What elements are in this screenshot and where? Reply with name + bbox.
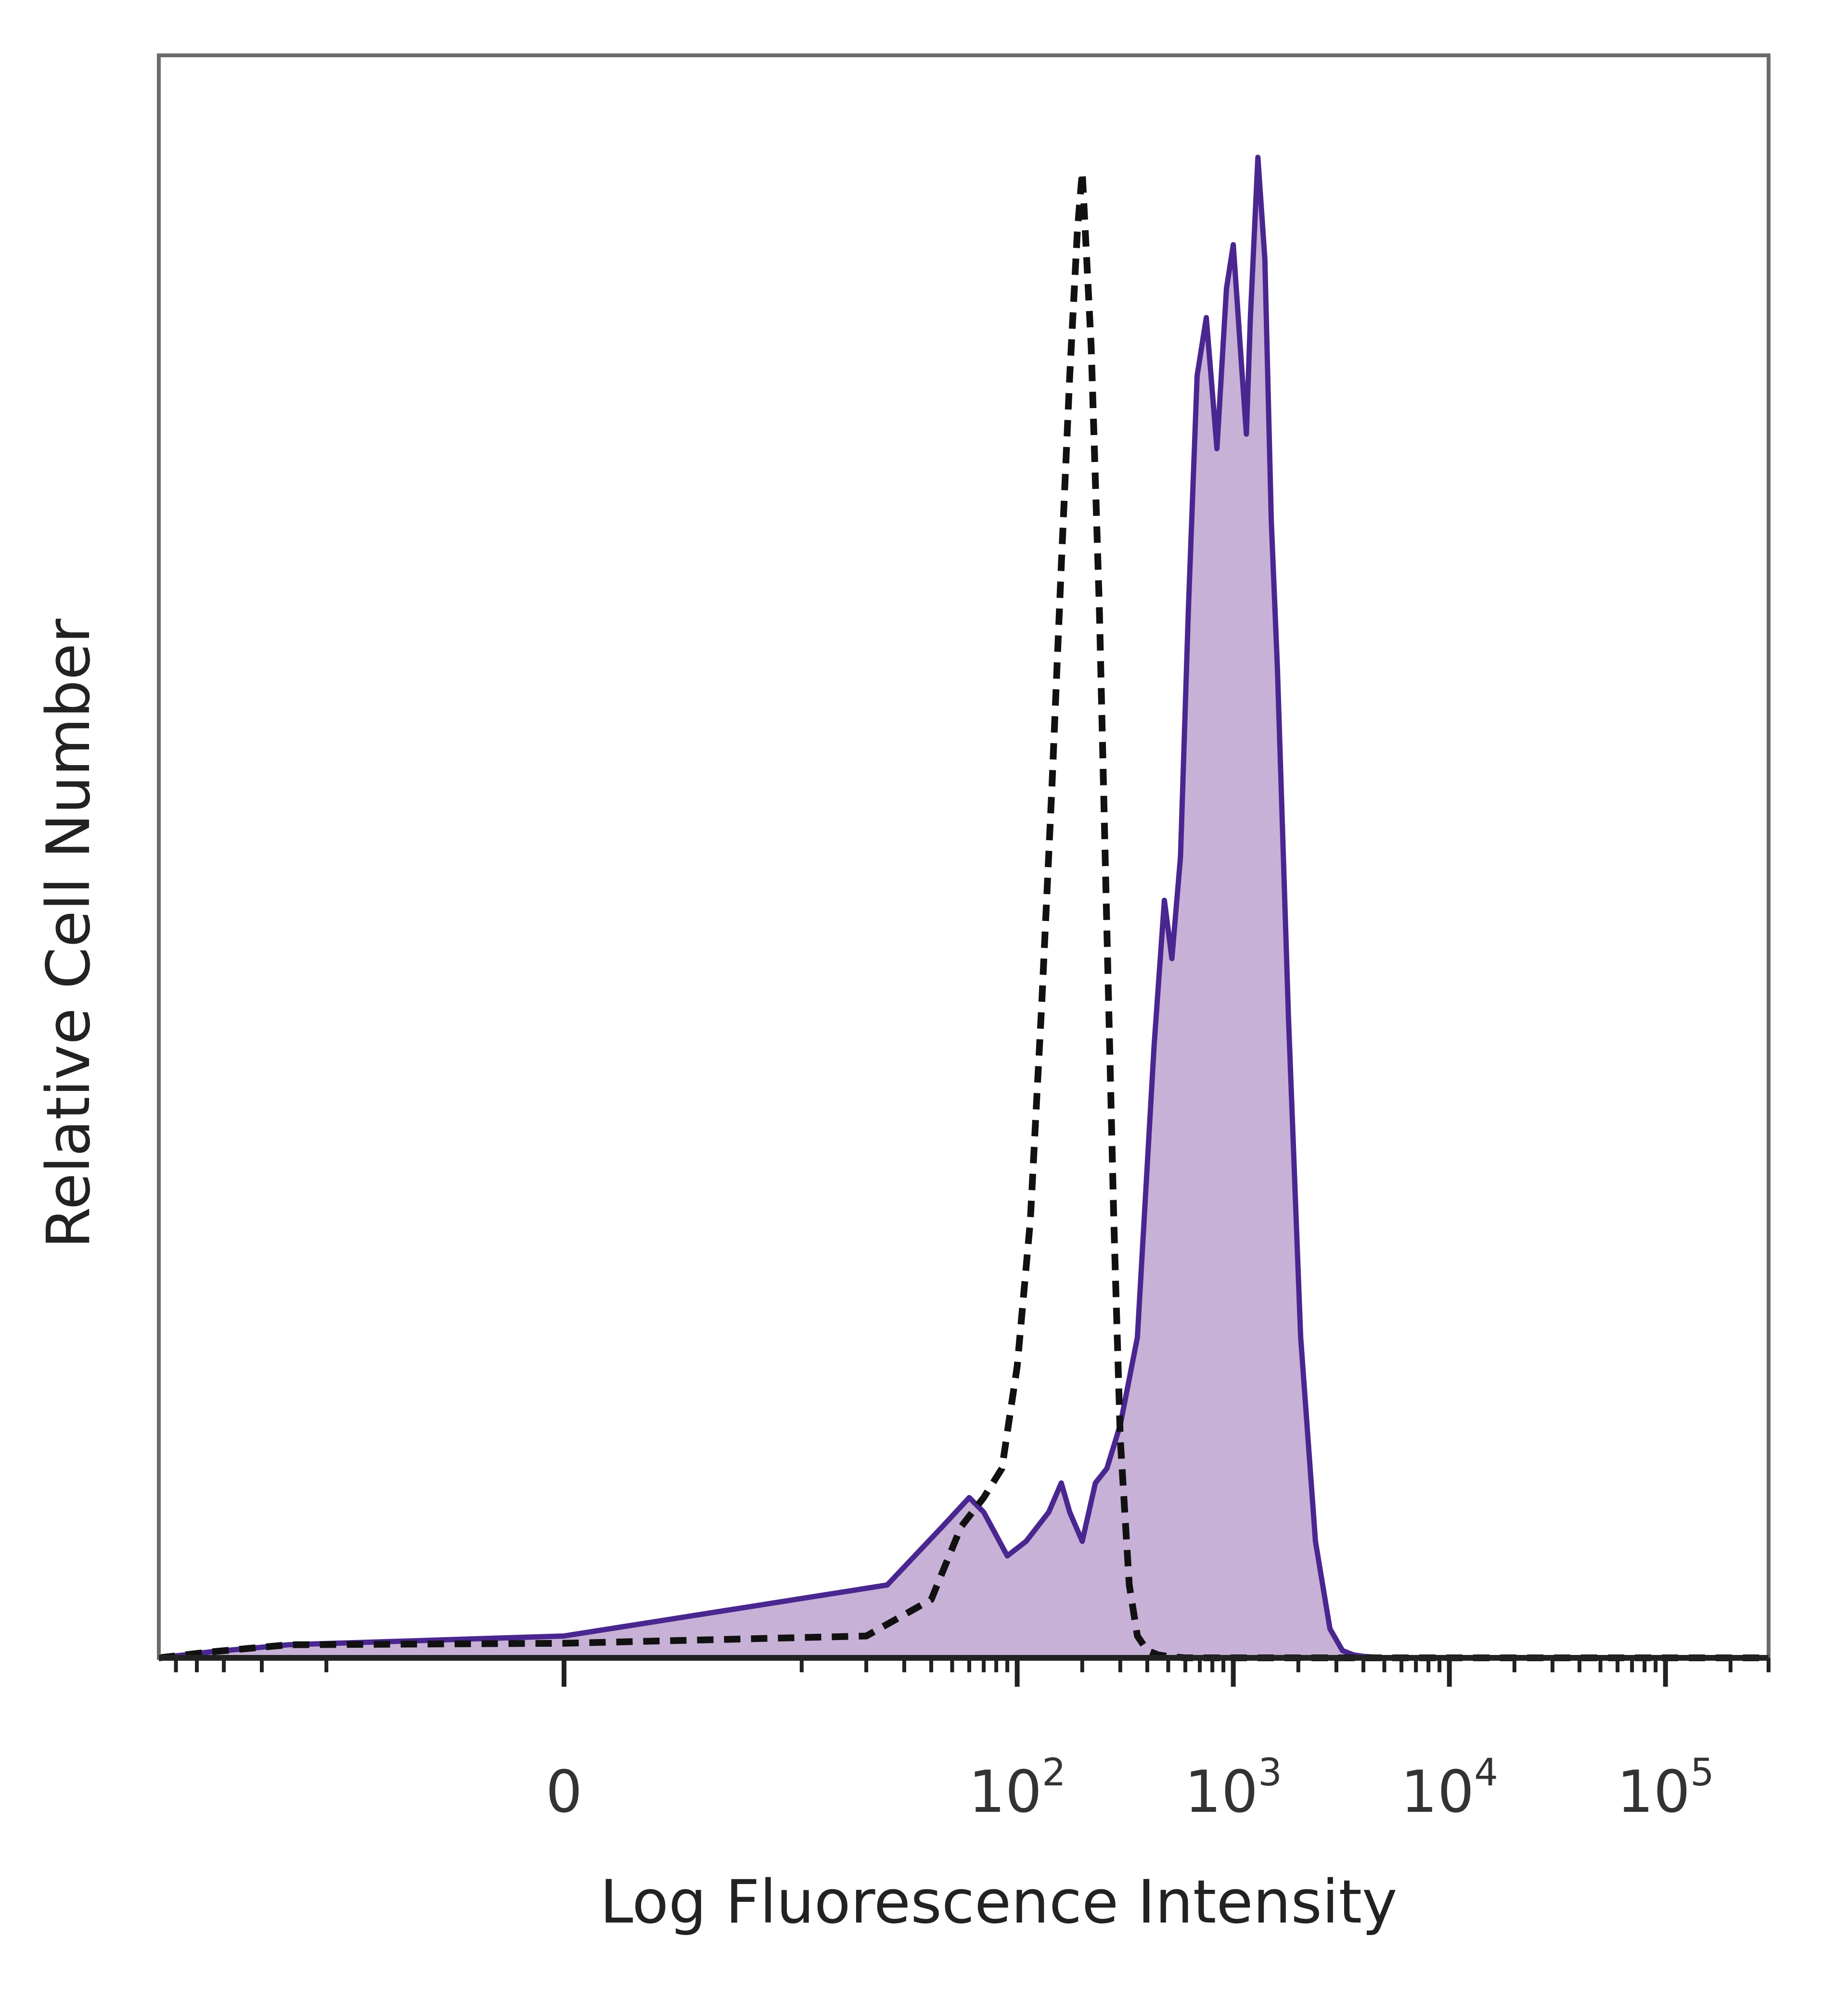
y-axis-title: Relative Cell Number: [34, 619, 103, 1249]
plot-area: [158, 154, 1769, 1661]
x-tick-label: 0: [546, 1759, 582, 1826]
x-tick-label: 102: [968, 1751, 1065, 1826]
sample-histogram-line: [158, 154, 1769, 1661]
x-tick-label: 104: [1401, 1751, 1498, 1826]
x-axis-title: Log Fluorescence Intensity: [600, 1868, 1398, 1937]
x-tick-label: 105: [1617, 1751, 1714, 1826]
x-tick-label: 103: [1184, 1751, 1282, 1826]
isotype-control-line: [158, 168, 1769, 1661]
sample-histogram-fill: [159, 157, 1769, 1658]
plot-frame: [157, 53, 1771, 1660]
x-axis-ticks: 0 102 103 104 105: [174, 1658, 1771, 1826]
